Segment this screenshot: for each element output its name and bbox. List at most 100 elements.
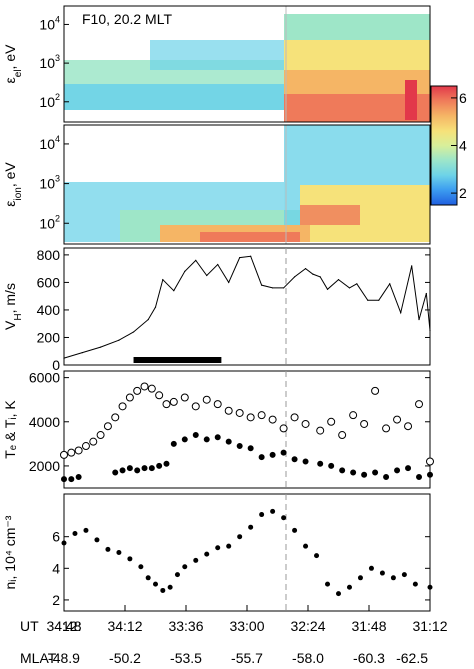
te-point xyxy=(371,386,380,395)
velocity-point xyxy=(356,283,358,285)
ion-energy-panel: 102 103 104 εion, eV xyxy=(2,124,431,245)
velocity-bar xyxy=(133,357,222,363)
electron-band-mid xyxy=(150,40,290,70)
te-point xyxy=(360,419,369,428)
density-frame xyxy=(63,493,431,612)
density-point xyxy=(204,551,210,557)
ti-point xyxy=(225,438,232,445)
density-point xyxy=(401,572,407,578)
density-point xyxy=(174,572,180,578)
density-point xyxy=(61,540,67,546)
ti-point xyxy=(148,465,155,472)
ut-tick-label: 31:12 xyxy=(412,618,447,634)
ti-point xyxy=(192,432,199,439)
ut-tick-label: 34:12 xyxy=(107,618,142,634)
ti-point xyxy=(61,476,67,483)
ytick-label: 800 xyxy=(37,247,61,263)
te-point xyxy=(162,400,171,409)
velocity-panel: 0 200 400 600 800 VH, m/s xyxy=(2,247,431,373)
density-point xyxy=(281,515,287,521)
ti-point xyxy=(291,456,298,463)
te-point xyxy=(213,400,222,409)
te-point xyxy=(316,426,325,435)
density-point xyxy=(193,557,199,563)
ut-tick-label: 33:00 xyxy=(229,618,264,634)
ylabel: nᵢ, 10⁴ cm⁻³ xyxy=(2,515,18,589)
mlat-label: MLAT xyxy=(20,650,57,666)
velocity-point xyxy=(304,268,307,270)
density-point xyxy=(248,524,254,530)
ti-point xyxy=(427,471,433,478)
ti-point xyxy=(372,469,379,476)
ytick-label: 6000 xyxy=(29,370,60,386)
ytick-label: 600 xyxy=(37,274,61,290)
mlat-tick-label: -53.5 xyxy=(170,650,202,666)
electron-hotspot xyxy=(405,80,417,120)
te-point xyxy=(81,442,90,451)
density-point xyxy=(303,543,309,549)
ti-point xyxy=(170,440,177,447)
te-point xyxy=(224,406,233,415)
ti-point xyxy=(141,465,148,472)
velocity-point xyxy=(293,276,296,278)
ut-tick-label: 31:48 xyxy=(351,618,386,634)
te-point xyxy=(301,419,310,428)
ti-point xyxy=(405,465,412,472)
density-point xyxy=(94,537,100,543)
ti-point xyxy=(383,473,390,480)
velocity-point xyxy=(272,287,274,289)
ytick-label: 102 xyxy=(39,213,60,231)
density-point xyxy=(427,584,433,590)
density-point xyxy=(336,591,341,597)
ti-point xyxy=(269,451,276,458)
temperature-panel: 2000 4000 6000 Tₑ & Tᵢ, K xyxy=(2,370,434,489)
mlat-tick-label: -50.2 xyxy=(109,650,141,666)
te-point xyxy=(180,393,189,402)
ti-point xyxy=(350,469,357,476)
velocity-point xyxy=(154,306,157,308)
ti-point xyxy=(247,445,254,452)
velocity-point xyxy=(184,270,186,272)
ytick-label: 102 xyxy=(39,92,60,110)
te-point xyxy=(103,422,112,431)
te-point xyxy=(89,437,98,446)
density-panel: 2 4 6 nᵢ, 10⁴ cm⁻³ xyxy=(2,493,433,612)
velocity-point xyxy=(173,290,175,292)
te-point xyxy=(202,395,211,404)
ti-point xyxy=(134,467,141,474)
ytick-label: 400 xyxy=(37,302,61,318)
ut-tick-label: 32:24 xyxy=(290,618,325,634)
ylabel: εel, eV xyxy=(2,44,24,84)
density-point xyxy=(153,581,158,587)
density-point xyxy=(72,531,78,537)
velocity-point xyxy=(261,284,263,286)
ion-spectrogram xyxy=(64,125,430,244)
ti-point xyxy=(317,460,324,467)
te-point xyxy=(257,411,266,420)
ut-label: UT xyxy=(20,618,39,634)
velocity-point xyxy=(418,318,420,321)
te-point xyxy=(382,424,391,433)
ion-hotspot xyxy=(300,205,360,225)
ti-point xyxy=(156,462,163,469)
ytick-label: 104 xyxy=(39,14,60,32)
velocity-point xyxy=(63,357,65,359)
te-point xyxy=(404,422,413,431)
velocity-point xyxy=(378,299,380,301)
ti-point xyxy=(416,473,423,480)
te-point xyxy=(140,382,149,391)
te-point xyxy=(235,408,244,417)
te-point xyxy=(67,448,76,457)
colorbar-tick-label: 6 xyxy=(459,90,467,106)
te-point xyxy=(155,391,164,400)
electron-band-base xyxy=(64,84,284,110)
density-point xyxy=(314,553,320,559)
velocity-point xyxy=(100,346,102,348)
te-point xyxy=(191,402,200,411)
colorbar-tick-label: 2 xyxy=(459,185,467,201)
ti-point xyxy=(68,476,75,483)
density-point xyxy=(357,575,363,581)
mlat-tick-label: -60.3 xyxy=(353,650,385,666)
ti-point xyxy=(258,454,265,461)
te-point xyxy=(279,424,288,433)
